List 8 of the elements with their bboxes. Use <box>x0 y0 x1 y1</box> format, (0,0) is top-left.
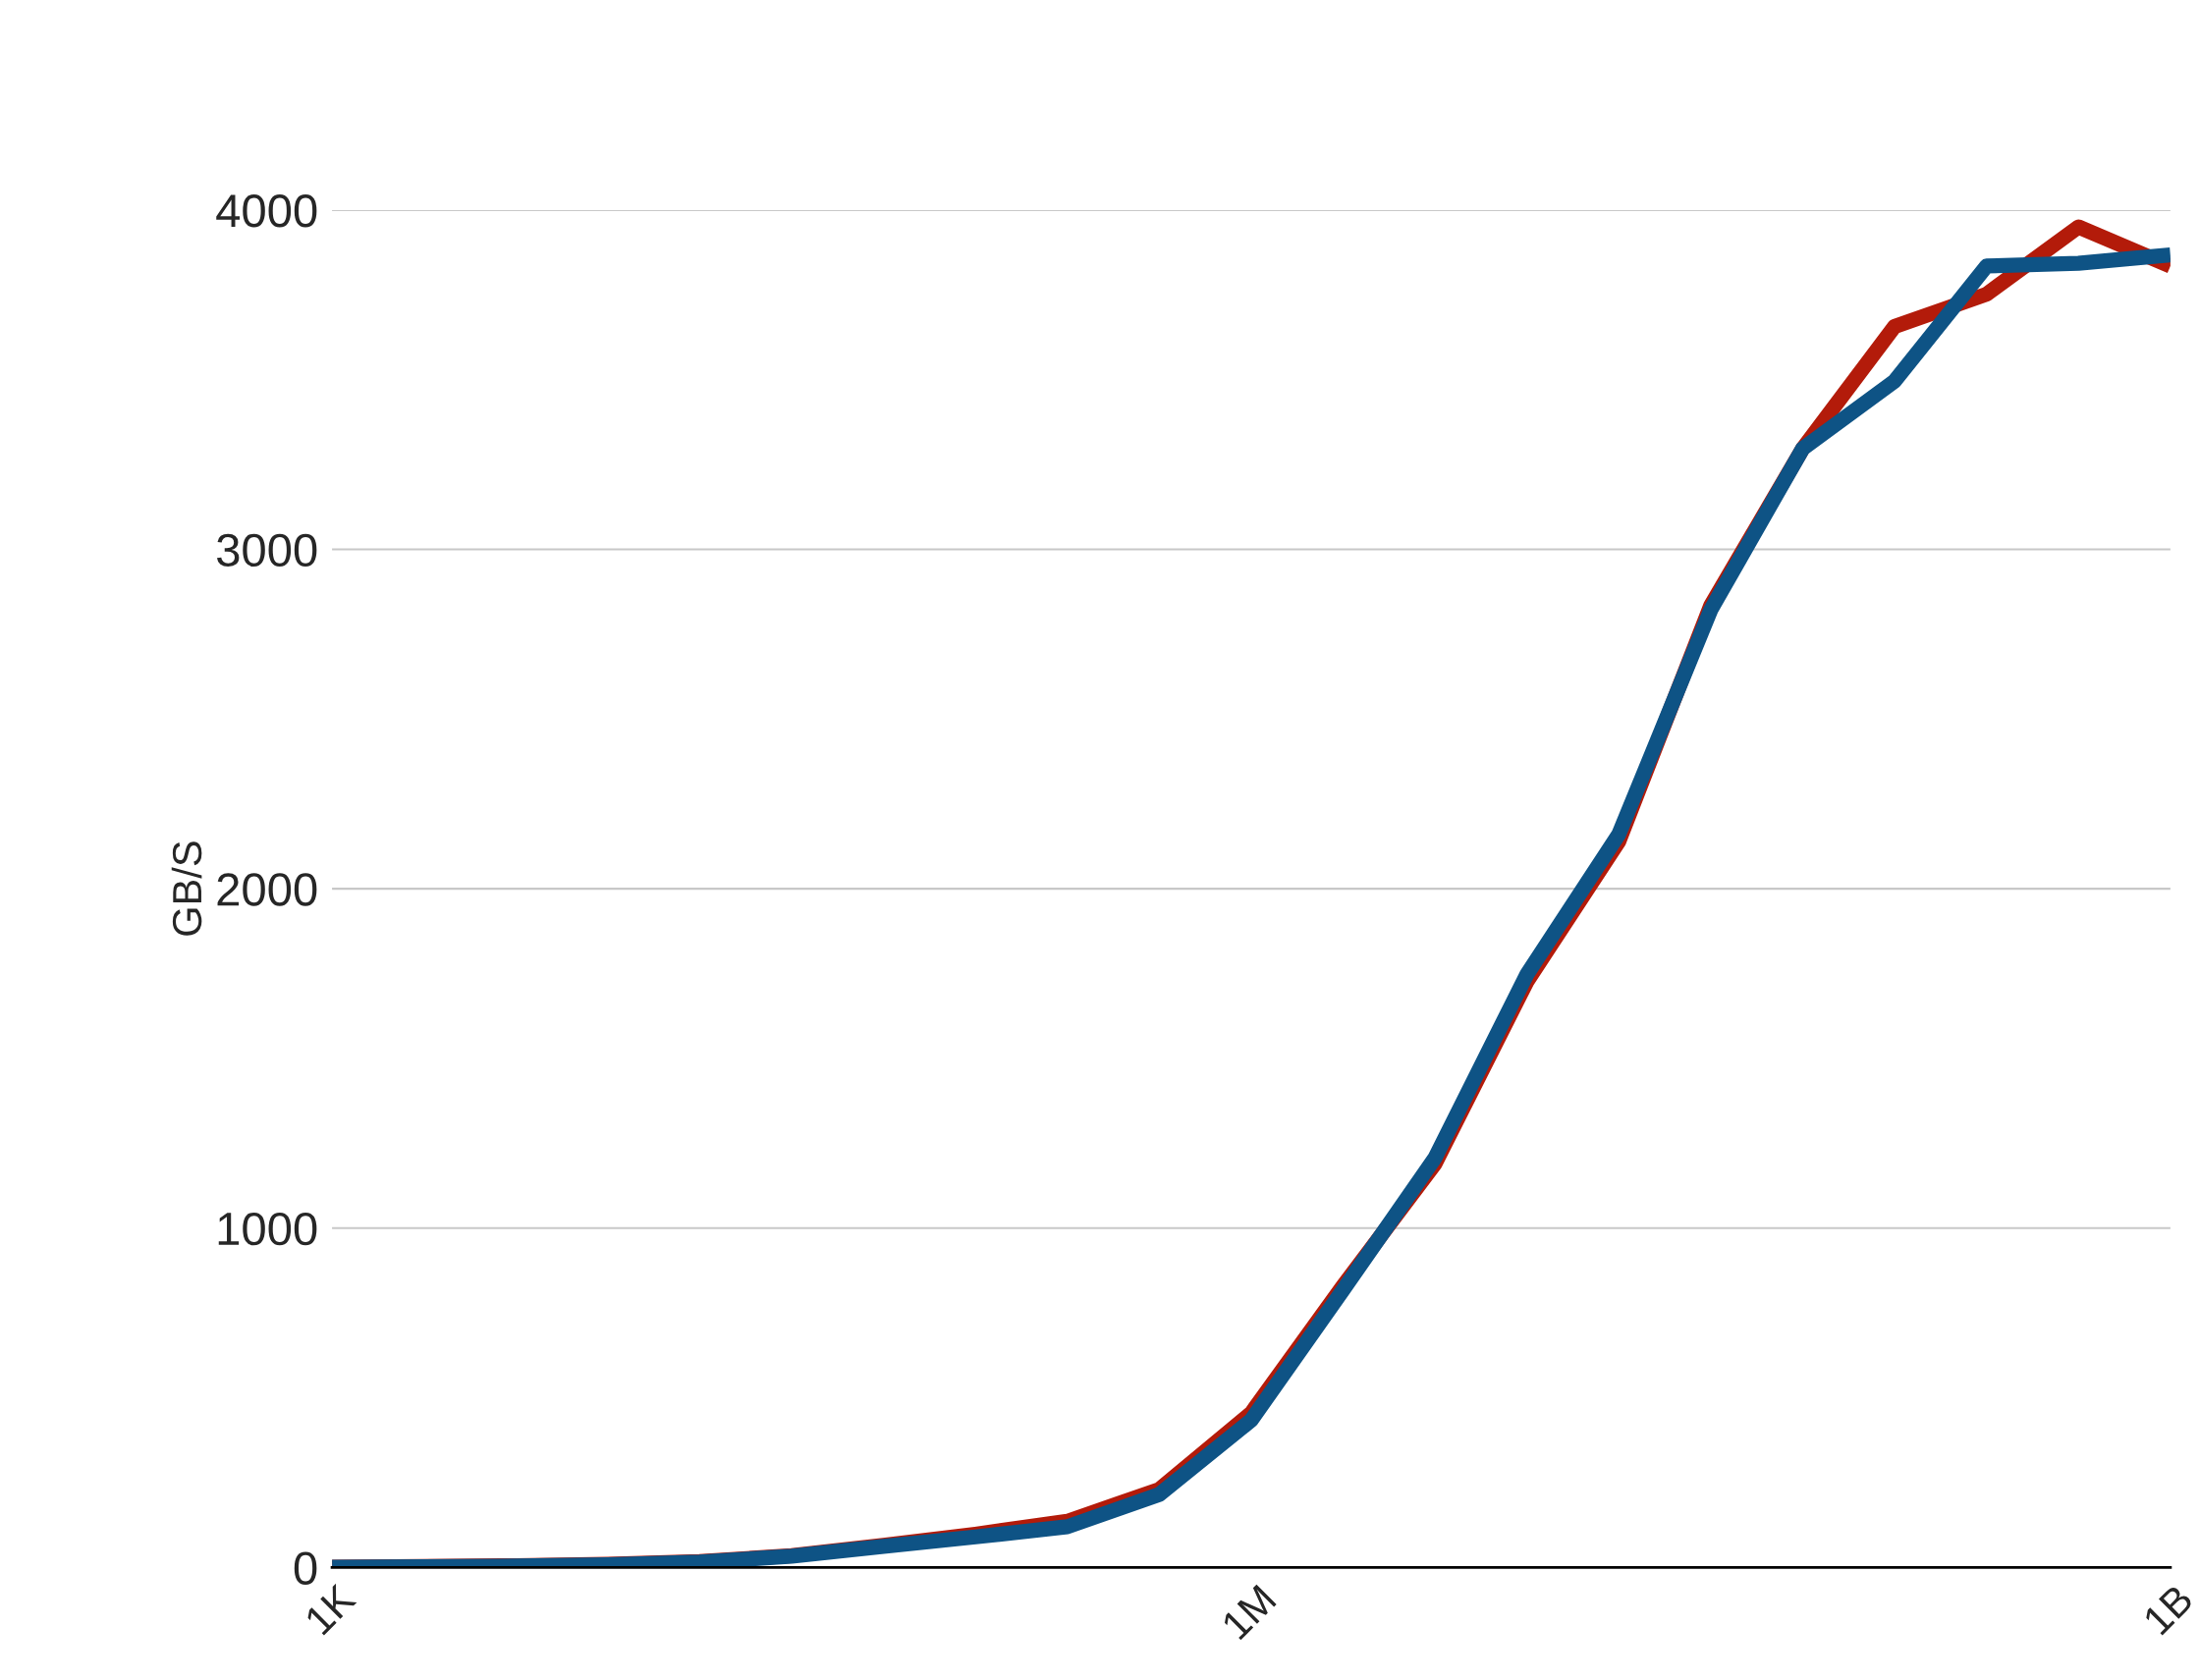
y-tick-label: 4000 <box>216 194 317 228</box>
y-tick-label: 3000 <box>216 533 317 568</box>
y-tick-label: 0 <box>294 1551 317 1585</box>
y-axis-title: GB/S <box>171 841 202 936</box>
x-tick-label: 1B <box>2142 1583 2194 1636</box>
x-tick-label: 1M <box>1221 1584 1277 1641</box>
y-tick-label: 1000 <box>218 1212 317 1246</box>
y-tick-label: 2000 <box>217 873 317 906</box>
